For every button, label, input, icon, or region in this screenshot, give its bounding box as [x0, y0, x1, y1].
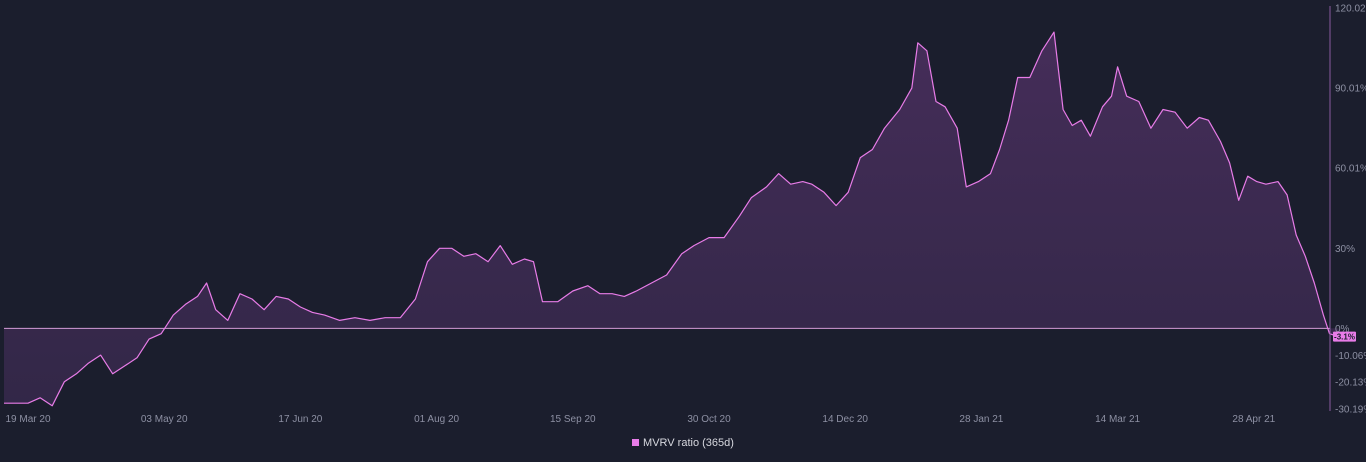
x-tick-label: 17 Jun 20: [278, 414, 322, 425]
y-axis: 120.02% 90.01% 60.01% 30% 0% -10.06% -20.13% -3…: [1329, 4, 1366, 416]
plot-area: [4, 31, 1339, 407]
y-tick-label: -20.13%: [1335, 378, 1366, 389]
x-tick-label: 01 Aug 20: [414, 414, 459, 425]
x-axis: 19 Mar 20 03 May 20 17 Jun 20 01 Aug 20 15 S…: [5, 414, 1275, 425]
x-tick-label: 30 Oct 20: [687, 414, 731, 425]
series-line[interactable]: [4, 31, 1339, 407]
last-value-label: -3.1%: [1334, 333, 1355, 342]
x-tick-label: 19 Mar 20: [5, 414, 50, 425]
y-tick-label: -10.06%: [1335, 351, 1366, 362]
legend-label: MVRV ratio (365d): [643, 437, 734, 449]
x-tick-label: 15 Sep 20: [550, 414, 596, 425]
series-area: [4, 32, 1339, 406]
y-tick-label: 60.01%: [1335, 164, 1366, 175]
y-tick-label: 0%: [1335, 324, 1350, 335]
y-tick-label: 90.01%: [1335, 84, 1366, 95]
y-tick-label: 30%: [1335, 244, 1355, 255]
y-tick-label: 120.02%: [1335, 4, 1366, 15]
last-value-badge: [1333, 331, 1356, 342]
x-tick-label: 28 Jan 21: [959, 414, 1003, 425]
legend-swatch: [632, 439, 640, 446]
y-tick-label: -30.19%: [1335, 405, 1366, 416]
x-tick-label: 28 Apr 21: [1232, 414, 1275, 425]
x-tick-label: 14 Mar 21: [1095, 414, 1140, 425]
x-tick-label: 14 Dec 20: [822, 414, 868, 425]
x-tick-label: 03 May 20: [141, 414, 188, 425]
legend[interactable]: MVRV ratio (365d): [0, 437, 1366, 449]
